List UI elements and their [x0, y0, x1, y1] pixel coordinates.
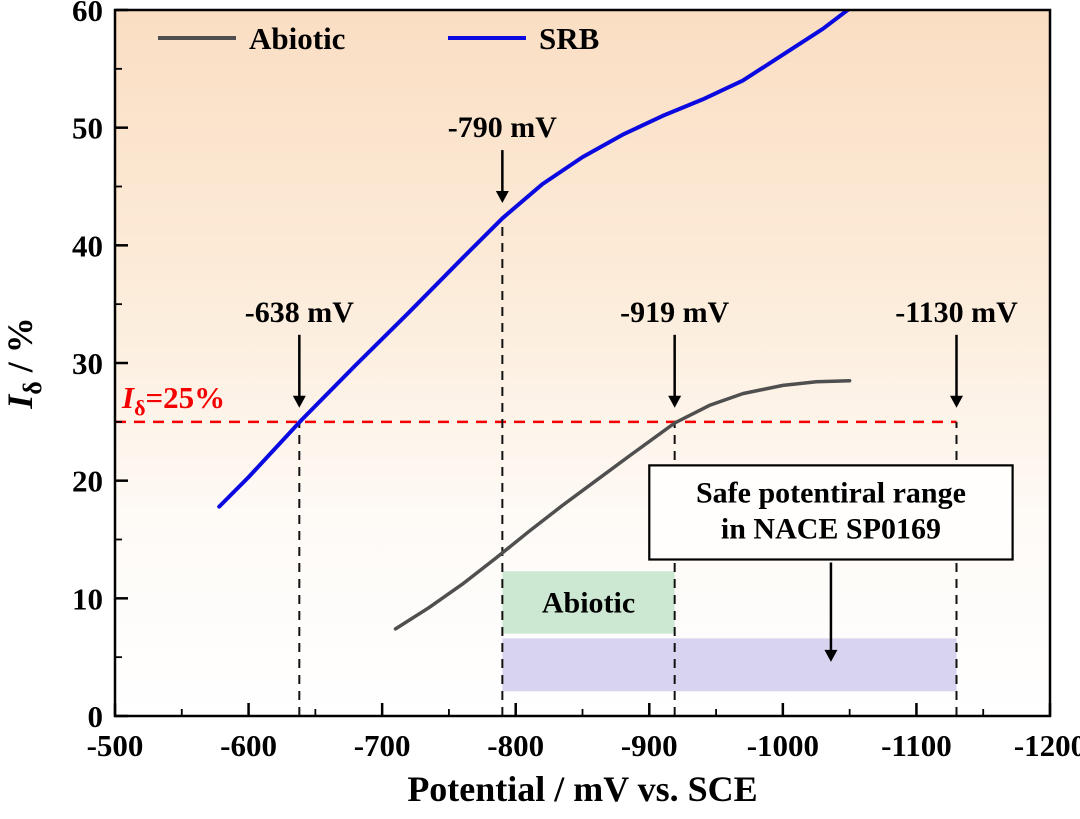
x-tick-label: -1200	[1014, 728, 1080, 763]
y-tick-label: 0	[88, 699, 104, 734]
safe-range-box-line2: in NACE SP0169	[721, 512, 941, 545]
marker-label--919 mV: -919 mV	[620, 296, 729, 329]
safe-range-box-line1: Safe potentiral range	[696, 476, 966, 509]
marker-arrow--638 mV-head	[292, 395, 306, 408]
y-tick-label: 30	[72, 346, 103, 381]
series-line-srb	[217, 10, 851, 509]
abiotic-safe-region	[502, 571, 675, 634]
x-tick-label: -1100	[881, 728, 952, 763]
nace-safe-region	[502, 638, 957, 692]
safe-range-arrow-head	[824, 649, 838, 662]
y-tick-label: 60	[72, 0, 103, 28]
x-tick-label: -1000	[747, 728, 819, 763]
x-tick-label: -500	[87, 728, 144, 763]
marker-label--790 mV: -790 mV	[448, 111, 557, 144]
x-tick-label: -600	[220, 728, 277, 763]
abiotic-safe-region-label: Abiotic	[542, 586, 635, 619]
safe-range-box	[648, 464, 1014, 561]
series-group	[217, 10, 852, 631]
x-tick-label: -900	[621, 728, 678, 763]
legend-label-abiotic: Abiotic	[249, 21, 345, 56]
marker-arrow--790 mV-head	[495, 190, 509, 203]
y-tick-label: 10	[72, 581, 103, 616]
legend-label-srb: SRB	[539, 21, 599, 56]
y-tick-label: 40	[72, 228, 103, 263]
x-axis-title: Potential / mV vs. SCE	[407, 769, 757, 809]
series-line-abiotic	[393, 378, 852, 631]
marker-arrow--919 mV-head	[668, 395, 682, 408]
x-tick-label: -800	[487, 728, 544, 763]
y-axis-title: Iδ / %	[0, 317, 47, 410]
marker-label--638 mV: -638 mV	[245, 296, 354, 329]
plot-frame	[113, 8, 1052, 718]
marker-label--1130 mV: -1130 mV	[895, 296, 1018, 329]
y-tick-label: 50	[72, 111, 103, 146]
x-tick-label: -700	[354, 728, 411, 763]
reference-line-label: Iδ=25%	[121, 380, 225, 421]
marker-arrow--1130 mV-head	[950, 395, 963, 408]
y-tick-label: 20	[72, 464, 103, 499]
